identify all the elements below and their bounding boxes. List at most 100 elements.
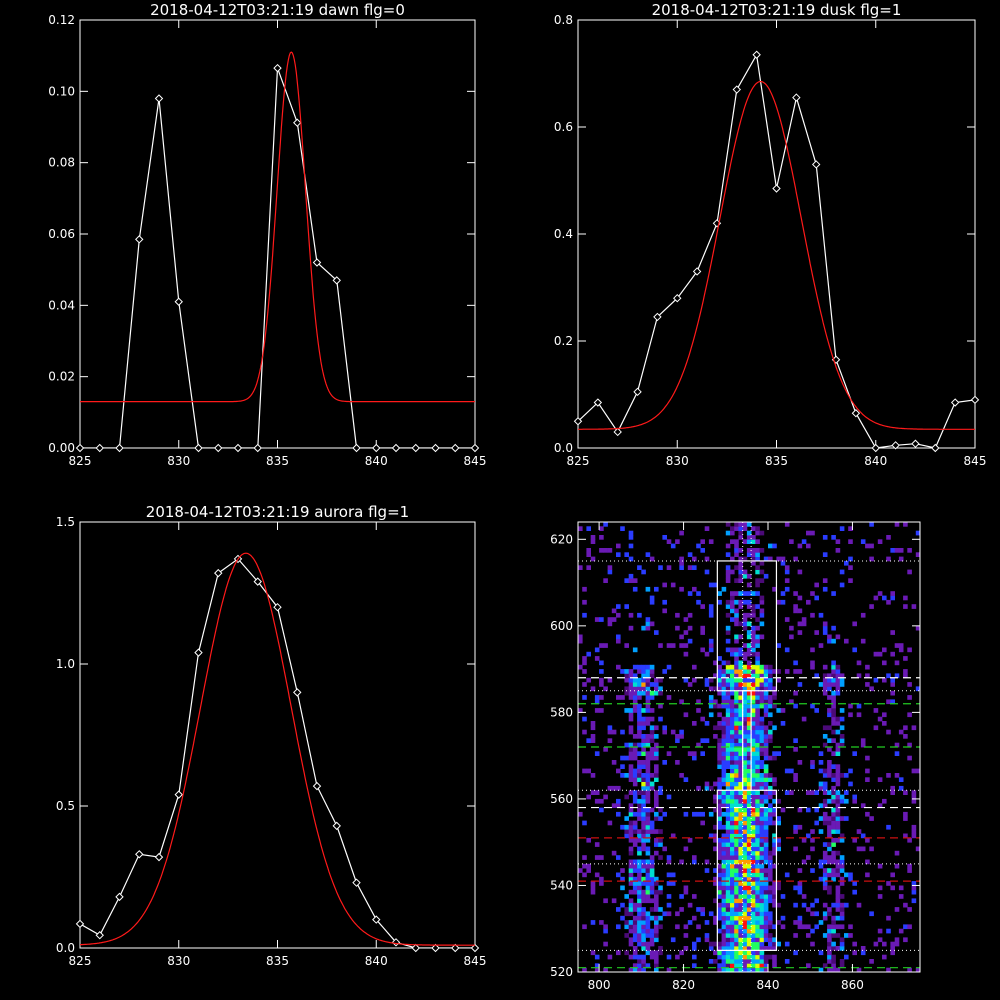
heatmap-cell <box>730 855 735 860</box>
heatmap-cell <box>628 578 634 583</box>
heatmap-cell <box>692 946 697 951</box>
heatmap-cell <box>907 837 912 843</box>
heatmap-cell <box>873 941 879 947</box>
heatmap-cell <box>835 777 841 782</box>
heatmap-cell <box>725 842 731 847</box>
heatmap-cell <box>742 573 748 579</box>
heatmap-cell <box>607 729 613 735</box>
dusk-y-tick-label: 0.2 <box>554 334 573 348</box>
heatmap-cell <box>645 924 651 930</box>
heatmap-cell <box>730 863 735 869</box>
heatmap-cell <box>839 677 845 683</box>
heatmap-cell <box>822 885 828 891</box>
heatmap-cell <box>734 716 739 722</box>
heatmap-cell <box>730 530 735 536</box>
heatmap-cell <box>624 924 629 930</box>
heatmap-cell <box>738 768 743 774</box>
heatmap-cell <box>692 721 697 726</box>
heatmap-cell <box>742 599 748 605</box>
heatmap-cell <box>641 760 646 765</box>
heatmap-cell <box>806 530 811 536</box>
heatmap-cell <box>738 881 743 886</box>
heatmap-cell <box>628 751 634 756</box>
heatmap-cell <box>793 933 798 938</box>
heatmap-cell <box>713 734 718 739</box>
heatmap-cell <box>763 747 769 752</box>
heatmap-cell <box>742 859 748 865</box>
heatmap-cell <box>641 721 646 726</box>
dusk-y-tick-label: 0.8 <box>554 13 573 27</box>
heatmap-cell <box>835 967 841 973</box>
heatmap-cell <box>759 816 765 821</box>
heatmap-cell <box>700 604 705 609</box>
heatmap-cell <box>725 734 731 739</box>
heatmap-cell <box>658 829 663 834</box>
heatmap-cell <box>742 729 748 735</box>
heatmap-cell <box>649 716 655 722</box>
heatmap-cell <box>662 535 667 540</box>
heatmap-cell <box>751 651 756 657</box>
heatmap-cell <box>734 863 739 869</box>
heatmap-plot-frame <box>577 521 921 973</box>
heatmap-cell <box>806 924 811 930</box>
heatmap-cell <box>645 781 651 787</box>
heatmap-cell <box>903 902 908 908</box>
heatmap-cell <box>624 742 629 748</box>
heatmap-cell <box>590 773 596 778</box>
heatmap-cell <box>649 708 655 713</box>
heatmap-cell <box>721 894 727 899</box>
heatmap-cell <box>637 690 642 696</box>
heatmap-cell <box>835 885 841 891</box>
heatmap-cell <box>903 604 908 609</box>
heatmap-cell <box>734 651 739 657</box>
heatmap-cell <box>755 643 760 648</box>
heatmap-cell <box>658 924 663 930</box>
heatmap-cell <box>734 712 739 718</box>
heatmap-cell <box>890 651 895 657</box>
heatmap-cell <box>738 889 743 895</box>
heatmap-cell <box>755 530 760 536</box>
heatmap-cell <box>742 837 748 843</box>
heatmap-cell <box>877 591 883 596</box>
aurora-x-tick-label: 830 <box>167 954 190 968</box>
heatmap-cell <box>755 565 760 570</box>
heatmap-cell <box>725 937 731 943</box>
heatmap-cell <box>822 850 828 856</box>
heatmap-cell <box>759 876 765 882</box>
heatmap-cell <box>755 924 760 930</box>
heatmap-cell <box>755 768 760 774</box>
heatmap-cell <box>818 950 824 956</box>
heatmap-cell <box>742 855 748 860</box>
heatmap-cell <box>590 535 596 540</box>
heatmap-cell <box>839 798 845 804</box>
heatmap-cell <box>746 855 752 860</box>
heatmap-cell <box>649 690 655 696</box>
heatmap-cell <box>649 889 655 895</box>
heatmap-cell <box>649 928 655 934</box>
heatmap-cell <box>738 591 743 596</box>
heatmap-cell <box>742 790 748 795</box>
heatmap-cell <box>654 686 659 692</box>
heatmap-cell <box>768 556 773 562</box>
heatmap-cell <box>759 915 765 921</box>
heatmap-cell <box>822 881 828 886</box>
heatmap-cell <box>666 664 672 670</box>
heatmap-cell <box>637 933 642 938</box>
heatmap-cell <box>645 664 651 670</box>
heatmap-cell <box>831 859 836 865</box>
heatmap-cell <box>755 703 760 709</box>
heatmap-cell <box>839 907 845 912</box>
heatmap-cell <box>717 712 722 718</box>
heatmap-cell <box>645 863 651 869</box>
heatmap-cell <box>827 790 832 795</box>
heatmap-cell <box>768 664 773 670</box>
heatmap-cell <box>755 526 760 531</box>
heatmap-cell <box>763 682 769 687</box>
heatmap-cell <box>738 703 743 709</box>
heatmap-cell <box>725 699 731 705</box>
heatmap-cell <box>599 708 604 713</box>
heatmap-cell <box>586 863 591 869</box>
heatmap-cell <box>810 911 815 917</box>
heatmap-cell <box>763 664 769 670</box>
heatmap-cell <box>772 946 777 951</box>
